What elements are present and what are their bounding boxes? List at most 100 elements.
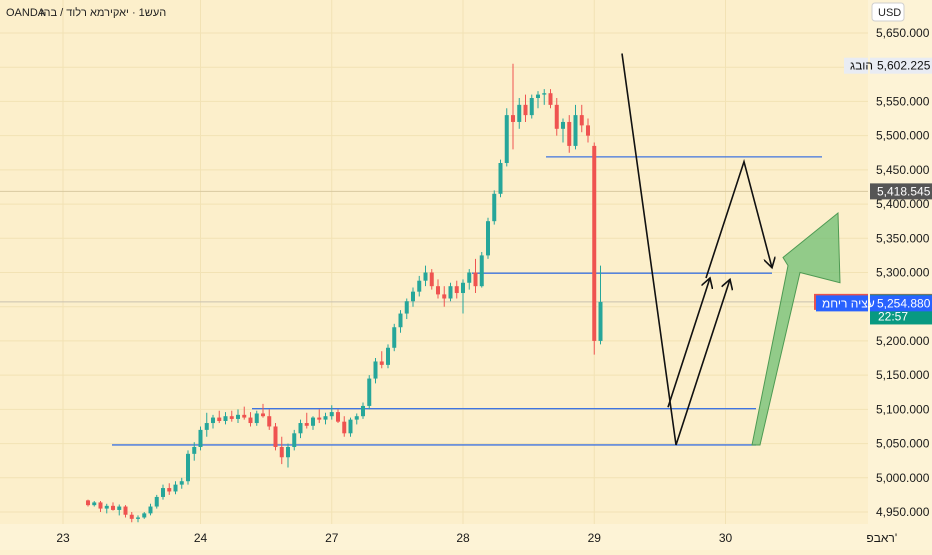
candle-body bbox=[386, 347, 390, 365]
candle-body bbox=[104, 505, 109, 509]
zigzag-arrow-lower bbox=[621, 53, 730, 446]
candle-body bbox=[411, 291, 415, 302]
y-tick-label: 5,150.000 bbox=[876, 368, 930, 382]
ref-value: 5,418.545 bbox=[877, 184, 931, 198]
candle-body bbox=[298, 423, 303, 434]
projection-arrow bbox=[751, 211, 841, 446]
bid-value-box bbox=[870, 295, 932, 312]
candle-body bbox=[167, 488, 172, 492]
candle-body bbox=[117, 506, 122, 510]
candle-body bbox=[98, 502, 103, 509]
candle-body bbox=[354, 416, 359, 420]
candle-body bbox=[336, 412, 340, 422]
horizontal-lines bbox=[0, 156, 868, 446]
candle-body bbox=[148, 506, 153, 514]
candles bbox=[86, 63, 603, 523]
candle-body bbox=[123, 506, 128, 515]
candle-body bbox=[479, 255, 484, 287]
last-timer: 22:57 bbox=[878, 309, 908, 323]
candle-body bbox=[579, 115, 584, 126]
candle-body bbox=[567, 121, 572, 146]
candle-body bbox=[486, 221, 490, 256]
y-tick-label: 5,300.000 bbox=[876, 266, 930, 280]
candle-body bbox=[461, 282, 465, 294]
candle-body bbox=[192, 446, 197, 454]
x-tick-label: 28 bbox=[456, 531, 470, 545]
candle-body bbox=[242, 414, 247, 418]
candle-body bbox=[173, 484, 178, 492]
candle-body bbox=[273, 426, 278, 447]
ref-value-box bbox=[870, 183, 932, 200]
candle-body bbox=[598, 301, 603, 341]
x-tick-label: 24 bbox=[194, 531, 208, 545]
y-tick-label: 5,050.000 bbox=[876, 437, 930, 451]
currency-button[interactable]: USD bbox=[871, 2, 905, 22]
y-tick-label: 5,450.000 bbox=[876, 163, 930, 177]
candle-body bbox=[404, 301, 409, 314]
candle-body bbox=[261, 413, 265, 417]
candle-body bbox=[86, 500, 90, 506]
candle-body bbox=[379, 361, 384, 365]
candle-body bbox=[323, 416, 328, 420]
y-tick-label: 5,200.000 bbox=[876, 334, 930, 348]
candle-body bbox=[517, 104, 522, 122]
candle-body bbox=[304, 423, 309, 426]
candle-body bbox=[454, 286, 459, 294]
candle-body bbox=[554, 104, 559, 129]
y-tick-label: 5,100.000 bbox=[876, 402, 930, 416]
y-tick-label: 5,000.000 bbox=[876, 471, 930, 485]
candle-body bbox=[361, 405, 365, 417]
x-tick-label: 27 bbox=[325, 531, 339, 545]
candle-body bbox=[211, 417, 215, 424]
candle-body bbox=[398, 313, 403, 328]
candle-body bbox=[136, 517, 140, 519]
candle-body bbox=[279, 446, 284, 458]
candle-body bbox=[317, 417, 322, 420]
time-axis[interactable] bbox=[0, 524, 868, 550]
candle-body bbox=[311, 417, 315, 426]
candle-body bbox=[161, 488, 165, 497]
candle-body bbox=[92, 502, 97, 506]
x-tick-label: 23 bbox=[56, 531, 70, 545]
y-tick-label: 5,550.000 bbox=[876, 94, 930, 108]
candle-body bbox=[523, 104, 528, 116]
x-tick-label: 30 bbox=[719, 531, 733, 545]
candle-body bbox=[186, 453, 190, 482]
candle-body bbox=[498, 163, 503, 194]
candle-body bbox=[436, 286, 440, 295]
bid-value: 5,254.880 bbox=[877, 296, 931, 310]
instrument-title: העש1 · יאקירמא רלוד / בהז bbox=[40, 6, 166, 19]
y-tick-label: 5,650.000 bbox=[876, 26, 930, 40]
candle-body bbox=[286, 446, 290, 458]
candle-body bbox=[542, 93, 547, 95]
high-title: הובג bbox=[850, 59, 873, 73]
candle-body bbox=[254, 413, 259, 424]
price-axis[interactable] bbox=[868, 0, 932, 550]
candle-body bbox=[511, 115, 515, 122]
candle-body bbox=[442, 294, 447, 299]
candle-body bbox=[179, 481, 184, 485]
candle-body bbox=[504, 115, 509, 164]
candle-body bbox=[154, 496, 159, 507]
candle-body bbox=[492, 193, 497, 222]
candle-body bbox=[111, 505, 115, 510]
y-tick-label: 5,350.000 bbox=[876, 231, 930, 245]
high-value: 5,602.225 bbox=[877, 59, 931, 73]
bid-title-box bbox=[816, 295, 868, 312]
y-tick-label: 5,500.000 bbox=[876, 129, 930, 143]
x-tick-labels: 23 24 27 28 29 30 ראבפ' bbox=[56, 531, 897, 545]
candle-body bbox=[229, 416, 234, 419]
candle-body bbox=[267, 416, 272, 427]
candle-body bbox=[473, 272, 478, 287]
x-tick-label: 29 bbox=[588, 531, 602, 545]
high-value-box bbox=[870, 57, 932, 74]
candle-body bbox=[342, 421, 347, 434]
candle-body bbox=[142, 513, 147, 518]
bid-title: עציה ריחמ bbox=[822, 296, 875, 310]
plot-area[interactable] bbox=[0, 0, 868, 524]
candle-body bbox=[223, 416, 228, 421]
candle-body bbox=[329, 412, 334, 417]
